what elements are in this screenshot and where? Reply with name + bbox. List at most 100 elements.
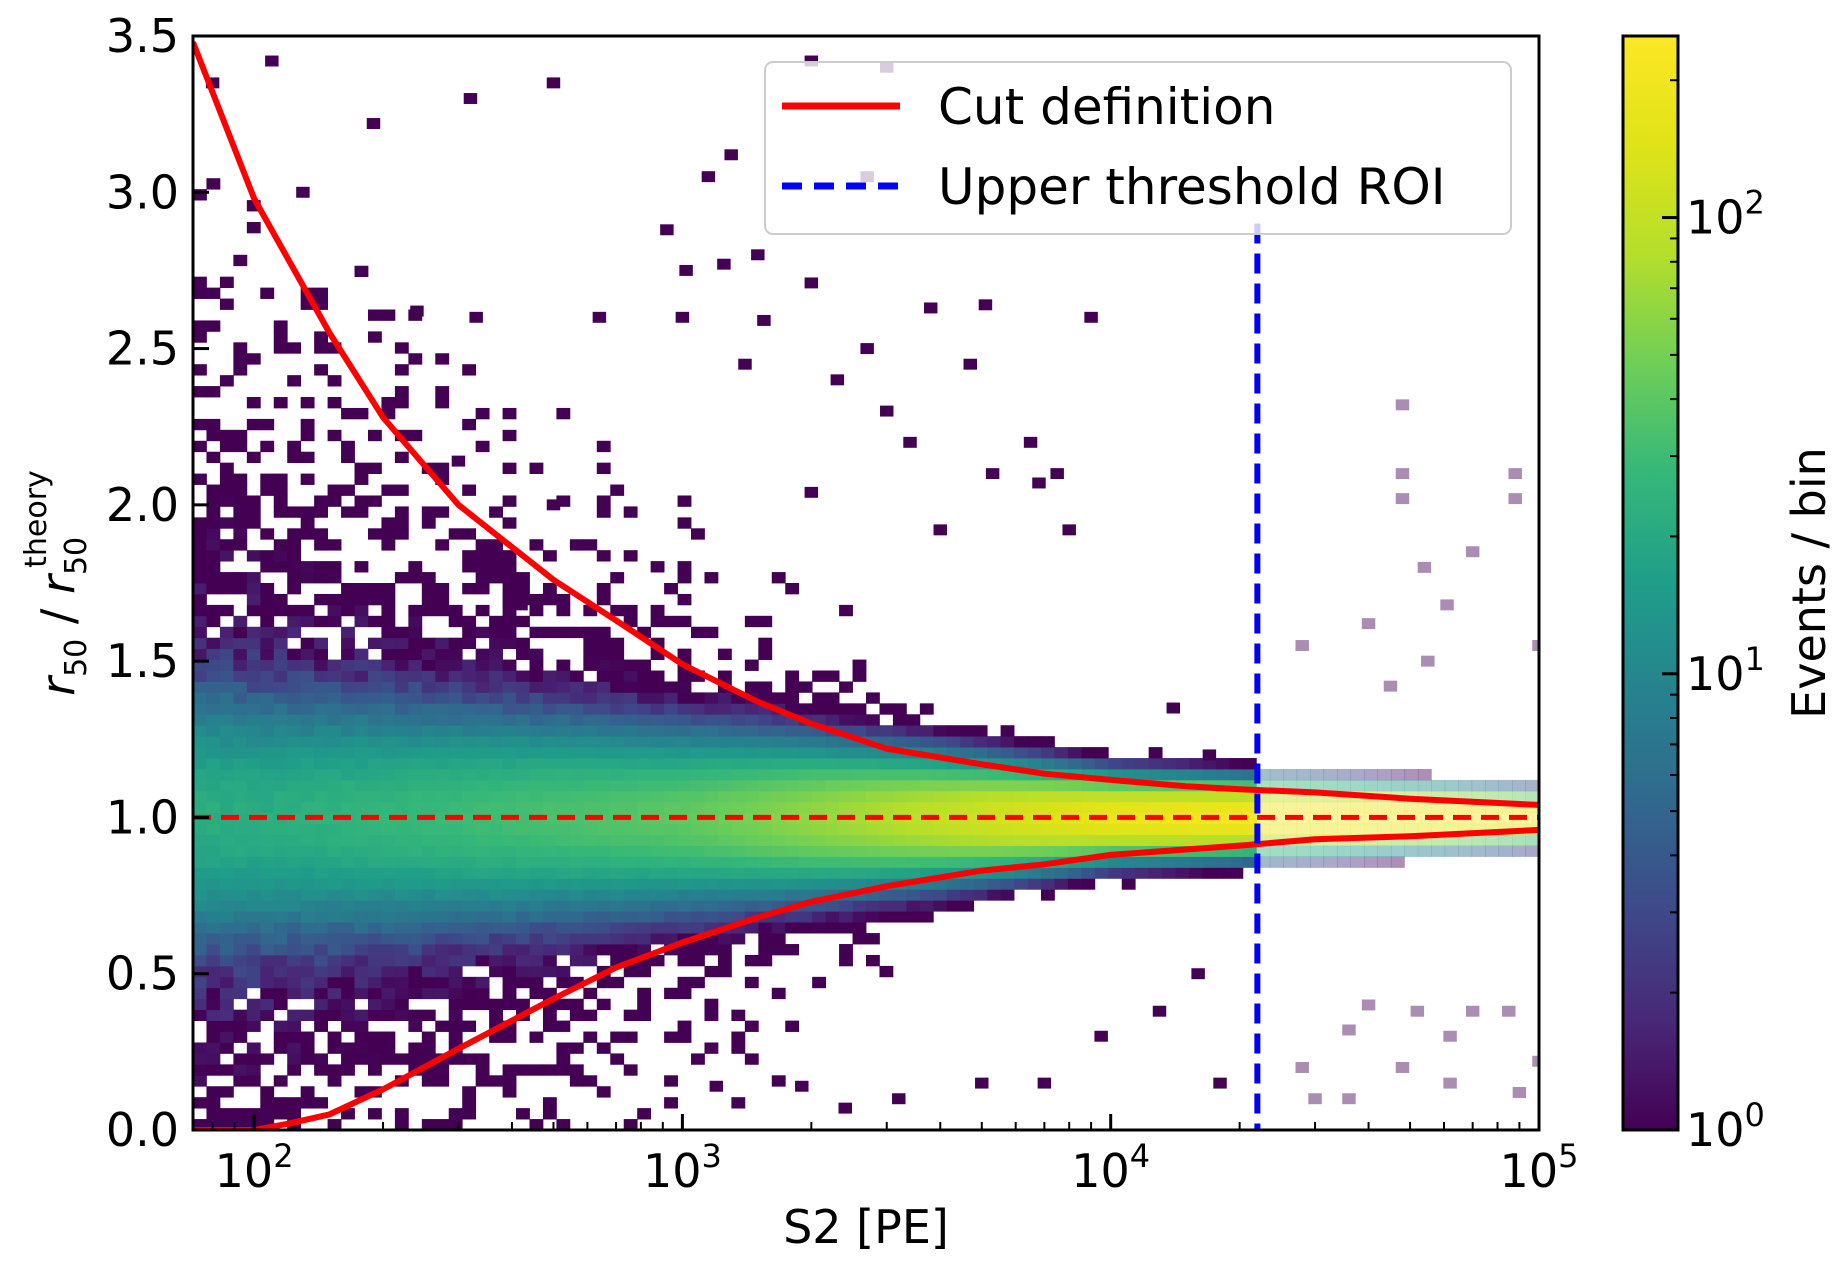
heatmap-cell: [596, 790, 611, 803]
heatmap-cell: [273, 1020, 288, 1032]
heatmap-cell: [367, 1031, 382, 1043]
heatmap-cell: [569, 747, 584, 759]
heatmap-cell: [354, 965, 369, 978]
heatmap-cell: [866, 714, 880, 726]
heatmap-cell: [246, 922, 261, 934]
heatmap-outlier-bin: [205, 77, 220, 89]
heatmap-cell: [1081, 878, 1096, 890]
heatmap-cell: [771, 867, 786, 879]
heatmap-cell: [394, 1108, 409, 1120]
heatmap-cell: [529, 801, 544, 814]
heatmap-cell: [650, 637, 665, 650]
heatmap-cell: [462, 561, 477, 573]
heatmap-cell: [381, 845, 396, 857]
heatmap-outlier-bin: [1532, 640, 1539, 651]
heatmap-cell: [1054, 845, 1069, 857]
heatmap-cell: [1067, 758, 1082, 770]
heatmap-cell: [300, 823, 315, 836]
heatmap-cell: [717, 823, 732, 836]
heatmap-cell: [233, 1053, 248, 1065]
heatmap-cell: [327, 572, 342, 584]
heatmap-outlier-bin: [1032, 477, 1046, 489]
heatmap-cell: [206, 637, 221, 650]
x-tick-label: 104: [1071, 1137, 1150, 1198]
heatmap-cell: [1215, 834, 1230, 846]
heatmap-outlier-bin: [985, 468, 1000, 480]
heatmap-cell: [219, 681, 234, 693]
heatmap-cell: [354, 900, 369, 912]
heatmap-cell: [744, 659, 759, 671]
heatmap-cell: [273, 331, 288, 343]
heatmap-cell: [502, 703, 517, 715]
heatmap-cell: [435, 758, 450, 770]
heatmap-cell: [556, 593, 571, 606]
heatmap-cell: [206, 801, 221, 814]
heatmap-cell: [219, 976, 234, 989]
heatmap-cell: [421, 703, 436, 715]
heatmap-cell: [637, 790, 652, 803]
heatmap-cell: [1175, 823, 1190, 836]
heatmap-cell: [946, 845, 961, 857]
heatmap-cell: [394, 451, 409, 464]
heatmap-cell: [408, 725, 423, 737]
heatmap-cell: [300, 987, 315, 1000]
heatmap-cell: [475, 867, 490, 879]
heatmap-cell: [367, 911, 382, 923]
heatmap-cell: [731, 1042, 746, 1054]
heatmap-cell: [1229, 867, 1244, 879]
heatmap-cell: [233, 933, 248, 945]
heatmap-cell: [771, 987, 786, 1000]
heatmap-cell: [933, 758, 948, 770]
heatmap-cell: [771, 572, 786, 584]
heatmap-cell: [973, 856, 988, 868]
heatmap-cell: [812, 823, 827, 836]
heatmap-cell: [583, 944, 598, 956]
heatmap-cell: [664, 834, 678, 846]
heatmap-cell: [193, 593, 207, 606]
heatmap-cell: [1498, 812, 1513, 825]
heatmap-cell: [596, 462, 611, 474]
heatmap-cell: [273, 801, 288, 814]
heatmap-cell: [381, 812, 396, 825]
heatmap-cell: [569, 933, 584, 945]
heatmap-cell: [556, 911, 571, 923]
heatmap-cell: [973, 845, 988, 857]
heatmap-cell: [1067, 823, 1082, 836]
heatmap-cell: [287, 714, 302, 726]
heatmap-cell: [193, 550, 207, 562]
heatmap-cell: [1014, 867, 1028, 879]
heatmap-cell: [691, 626, 705, 639]
heatmap-cell: [1242, 812, 1257, 825]
heatmap-outlier-bin: [1508, 493, 1522, 505]
heatmap-cell: [1162, 758, 1176, 770]
heatmap-cell: [516, 736, 530, 748]
heatmap-cell: [367, 900, 382, 912]
heatmap-cell: [260, 615, 275, 628]
heatmap-cell: [650, 604, 665, 617]
heatmap-cell: [1485, 779, 1500, 792]
heatmap-cell: [610, 747, 625, 759]
heatmap-cell: [569, 834, 584, 846]
heatmap-cell: [556, 845, 571, 857]
heatmap-cell: [435, 900, 450, 912]
heatmap-cell: [408, 703, 423, 715]
heatmap-cell: [408, 1009, 423, 1021]
heatmap-cell: [246, 604, 261, 617]
heatmap-cell: [354, 473, 369, 485]
heatmap-cell: [233, 725, 248, 737]
heatmap-cell: [650, 692, 665, 704]
heatmap-cell: [489, 1031, 503, 1043]
heatmap-cell: [1067, 867, 1082, 879]
heatmap-cell: [650, 878, 665, 890]
heatmap-cell: [583, 987, 598, 1000]
heatmap-cell: [394, 1053, 409, 1065]
heatmap-cell: [367, 845, 382, 857]
heatmap-cell: [583, 758, 598, 770]
heatmap-cell: [421, 768, 436, 781]
heatmap-cell: [1229, 758, 1244, 770]
heatmap-cell: [408, 659, 423, 671]
heatmap-cell: [892, 889, 907, 901]
heatmap-cell: [394, 648, 409, 660]
heatmap-cell: [462, 1053, 477, 1065]
heatmap-cell: [300, 473, 315, 485]
